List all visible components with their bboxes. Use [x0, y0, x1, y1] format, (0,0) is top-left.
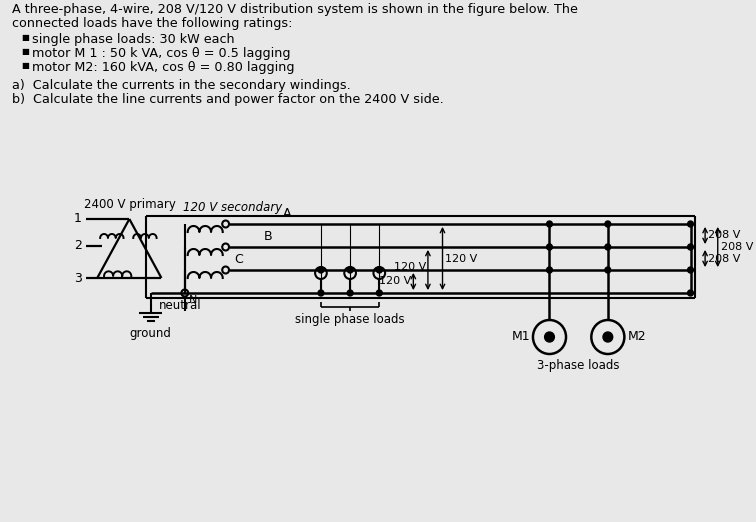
Text: A: A [284, 207, 292, 220]
Text: motor M 1 : 50 k VA, cos θ = 0.5 lagging: motor M 1 : 50 k VA, cos θ = 0.5 lagging [32, 47, 290, 60]
Text: single phase loads: 30 kW each: single phase loads: 30 kW each [32, 33, 234, 46]
Text: single phase loads: single phase loads [296, 313, 405, 326]
Text: 3-phase loads: 3-phase loads [538, 359, 620, 372]
Text: 1: 1 [74, 212, 82, 226]
Circle shape [605, 221, 611, 227]
Text: ■: ■ [21, 33, 29, 42]
Text: 3: 3 [74, 271, 82, 284]
Text: M1: M1 [511, 330, 530, 343]
Text: 120 V secondary: 120 V secondary [183, 201, 282, 214]
Circle shape [547, 267, 553, 273]
Circle shape [347, 267, 353, 273]
Text: M2: M2 [627, 330, 646, 343]
Circle shape [688, 267, 693, 273]
Text: neutral: neutral [159, 299, 201, 312]
Text: ground: ground [130, 327, 172, 340]
Text: 120 V: 120 V [394, 262, 426, 272]
Circle shape [688, 244, 693, 250]
Text: 2: 2 [74, 239, 82, 252]
Text: 120 V: 120 V [445, 254, 478, 264]
Circle shape [318, 290, 324, 296]
Circle shape [688, 221, 693, 227]
Text: 2400 V primary: 2400 V primary [84, 198, 175, 211]
Text: 208 V: 208 V [708, 231, 740, 241]
Text: 120 V: 120 V [380, 277, 411, 287]
Text: A three-phase, 4-wire, 208 V/120 V distribution system is shown in the figure be: A three-phase, 4-wire, 208 V/120 V distr… [11, 3, 578, 16]
Circle shape [547, 221, 553, 227]
Text: C: C [234, 253, 243, 266]
Circle shape [376, 290, 383, 296]
Circle shape [547, 244, 553, 250]
Text: ■: ■ [21, 61, 29, 70]
Circle shape [688, 290, 693, 296]
Text: connected loads have the following ratings:: connected loads have the following ratin… [11, 17, 292, 30]
Text: B: B [264, 230, 272, 243]
Text: motor M2: 160 kVA, cos θ = 0.80 lagging: motor M2: 160 kVA, cos θ = 0.80 lagging [32, 61, 295, 74]
Text: b)  Calculate the line currents and power factor on the 2400 V side.: b) Calculate the line currents and power… [11, 93, 444, 106]
Circle shape [605, 244, 611, 250]
Circle shape [347, 290, 353, 296]
Text: 208 V: 208 V [708, 254, 740, 264]
Text: N: N [189, 295, 197, 305]
Circle shape [376, 267, 383, 273]
Circle shape [605, 267, 611, 273]
Circle shape [318, 267, 324, 273]
Circle shape [544, 332, 554, 342]
Circle shape [603, 332, 612, 342]
Text: 208 V: 208 V [720, 242, 753, 252]
Text: ■: ■ [21, 47, 29, 56]
Text: a)  Calculate the currents in the secondary windings.: a) Calculate the currents in the seconda… [11, 79, 351, 92]
